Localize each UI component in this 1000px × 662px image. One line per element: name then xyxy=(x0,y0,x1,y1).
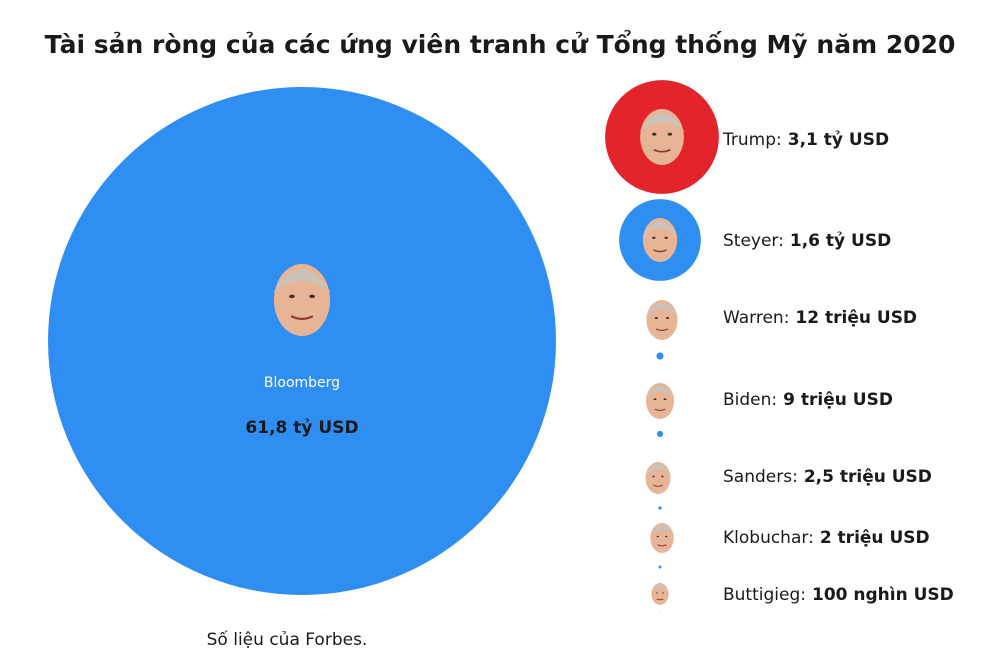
face-photo xyxy=(645,383,675,419)
candidate-label: Buttigieg: 100 nghìn USD xyxy=(723,585,954,605)
candidate-label: Klobuchar: 2 triệu USD xyxy=(723,528,930,548)
candidate-name: Warren xyxy=(723,308,784,328)
label-separator: : xyxy=(778,231,784,251)
face-eye xyxy=(309,294,315,299)
face-hair xyxy=(650,525,674,535)
candidate-label: Sanders: 2,5 triệu USD xyxy=(723,467,932,487)
face-hair xyxy=(645,464,671,475)
bubble xyxy=(656,352,664,360)
face-mouth xyxy=(656,598,664,601)
label-separator: : xyxy=(792,467,798,487)
label-separator: : xyxy=(800,585,806,605)
face-eye xyxy=(664,236,668,239)
face-mouth xyxy=(654,408,666,411)
face-photo xyxy=(651,583,669,605)
candidate-name: Steyer xyxy=(723,231,778,251)
face-eye xyxy=(652,236,656,239)
face-eye xyxy=(661,475,664,478)
face-eye xyxy=(666,317,670,319)
value-label: 3,1 tỷ USD xyxy=(788,130,889,150)
face-eye xyxy=(663,398,667,401)
face-eye xyxy=(654,317,659,319)
face-mouth xyxy=(652,484,664,487)
face-eye xyxy=(652,475,655,478)
candidate-name: Trump xyxy=(722,130,776,150)
face-hair xyxy=(645,385,675,398)
face-eye xyxy=(662,592,664,594)
face-mouth xyxy=(290,315,314,320)
label-separator: : xyxy=(808,528,814,548)
face-eye xyxy=(656,592,658,594)
value-label: 12 triệu USD xyxy=(795,308,917,328)
face-eye xyxy=(651,132,657,136)
face-eye xyxy=(665,535,668,538)
face-hair xyxy=(651,584,669,592)
face-hair xyxy=(646,303,678,316)
candidate-label: Trump: 3,1 tỷ USD xyxy=(722,130,889,150)
bubble xyxy=(48,87,556,595)
value-label: 9 triệu USD xyxy=(783,390,893,410)
face-photo xyxy=(645,462,671,494)
value-label: 61,8 tỷ USD xyxy=(245,418,358,438)
label-separator: : xyxy=(776,130,782,150)
value-label: 2 triệu USD xyxy=(820,528,930,548)
face-eye xyxy=(656,535,659,538)
value-label: 1,6 tỷ USD xyxy=(790,231,891,251)
label-separator: : xyxy=(771,390,777,410)
face-photo xyxy=(650,523,674,553)
face-photo xyxy=(639,109,685,165)
face-eye xyxy=(653,398,657,401)
face-photo xyxy=(642,218,678,262)
bubble-name: Bloomberg xyxy=(264,375,340,391)
value-label: 2,5 triệu USD xyxy=(804,467,932,487)
face-hair xyxy=(642,221,678,236)
face-photo xyxy=(646,300,678,340)
bubble xyxy=(658,565,662,569)
candidate-label: Steyer: 1,6 tỷ USD xyxy=(723,231,891,251)
chart-title: Tài sản ròng của các ứng viên tranh cử T… xyxy=(45,29,956,59)
candidate-name: Buttigieg xyxy=(723,585,800,605)
candidate-name: Klobuchar xyxy=(723,528,808,548)
face-mouth xyxy=(653,249,667,253)
face-mouth xyxy=(655,328,669,332)
candidate-name: Sanders xyxy=(723,467,792,487)
value-label: 100 nghìn USD xyxy=(812,585,954,605)
candidate-name: Biden xyxy=(723,390,771,410)
bubble xyxy=(658,506,662,510)
face-mouth xyxy=(653,148,671,153)
face-eye xyxy=(667,132,673,136)
face-hair xyxy=(273,269,331,293)
face-hair xyxy=(639,113,685,132)
label-separator: : xyxy=(784,308,790,328)
candidate-label: Warren: 12 triệu USD xyxy=(723,308,917,328)
source-note: Số liệu của Forbes. xyxy=(207,629,368,650)
face-mouth xyxy=(657,544,667,547)
bubble xyxy=(656,430,664,438)
candidate-label: Biden: 9 triệu USD xyxy=(723,390,893,410)
face-eye xyxy=(289,294,295,299)
bubble xyxy=(659,611,661,613)
face-photo xyxy=(273,264,331,336)
